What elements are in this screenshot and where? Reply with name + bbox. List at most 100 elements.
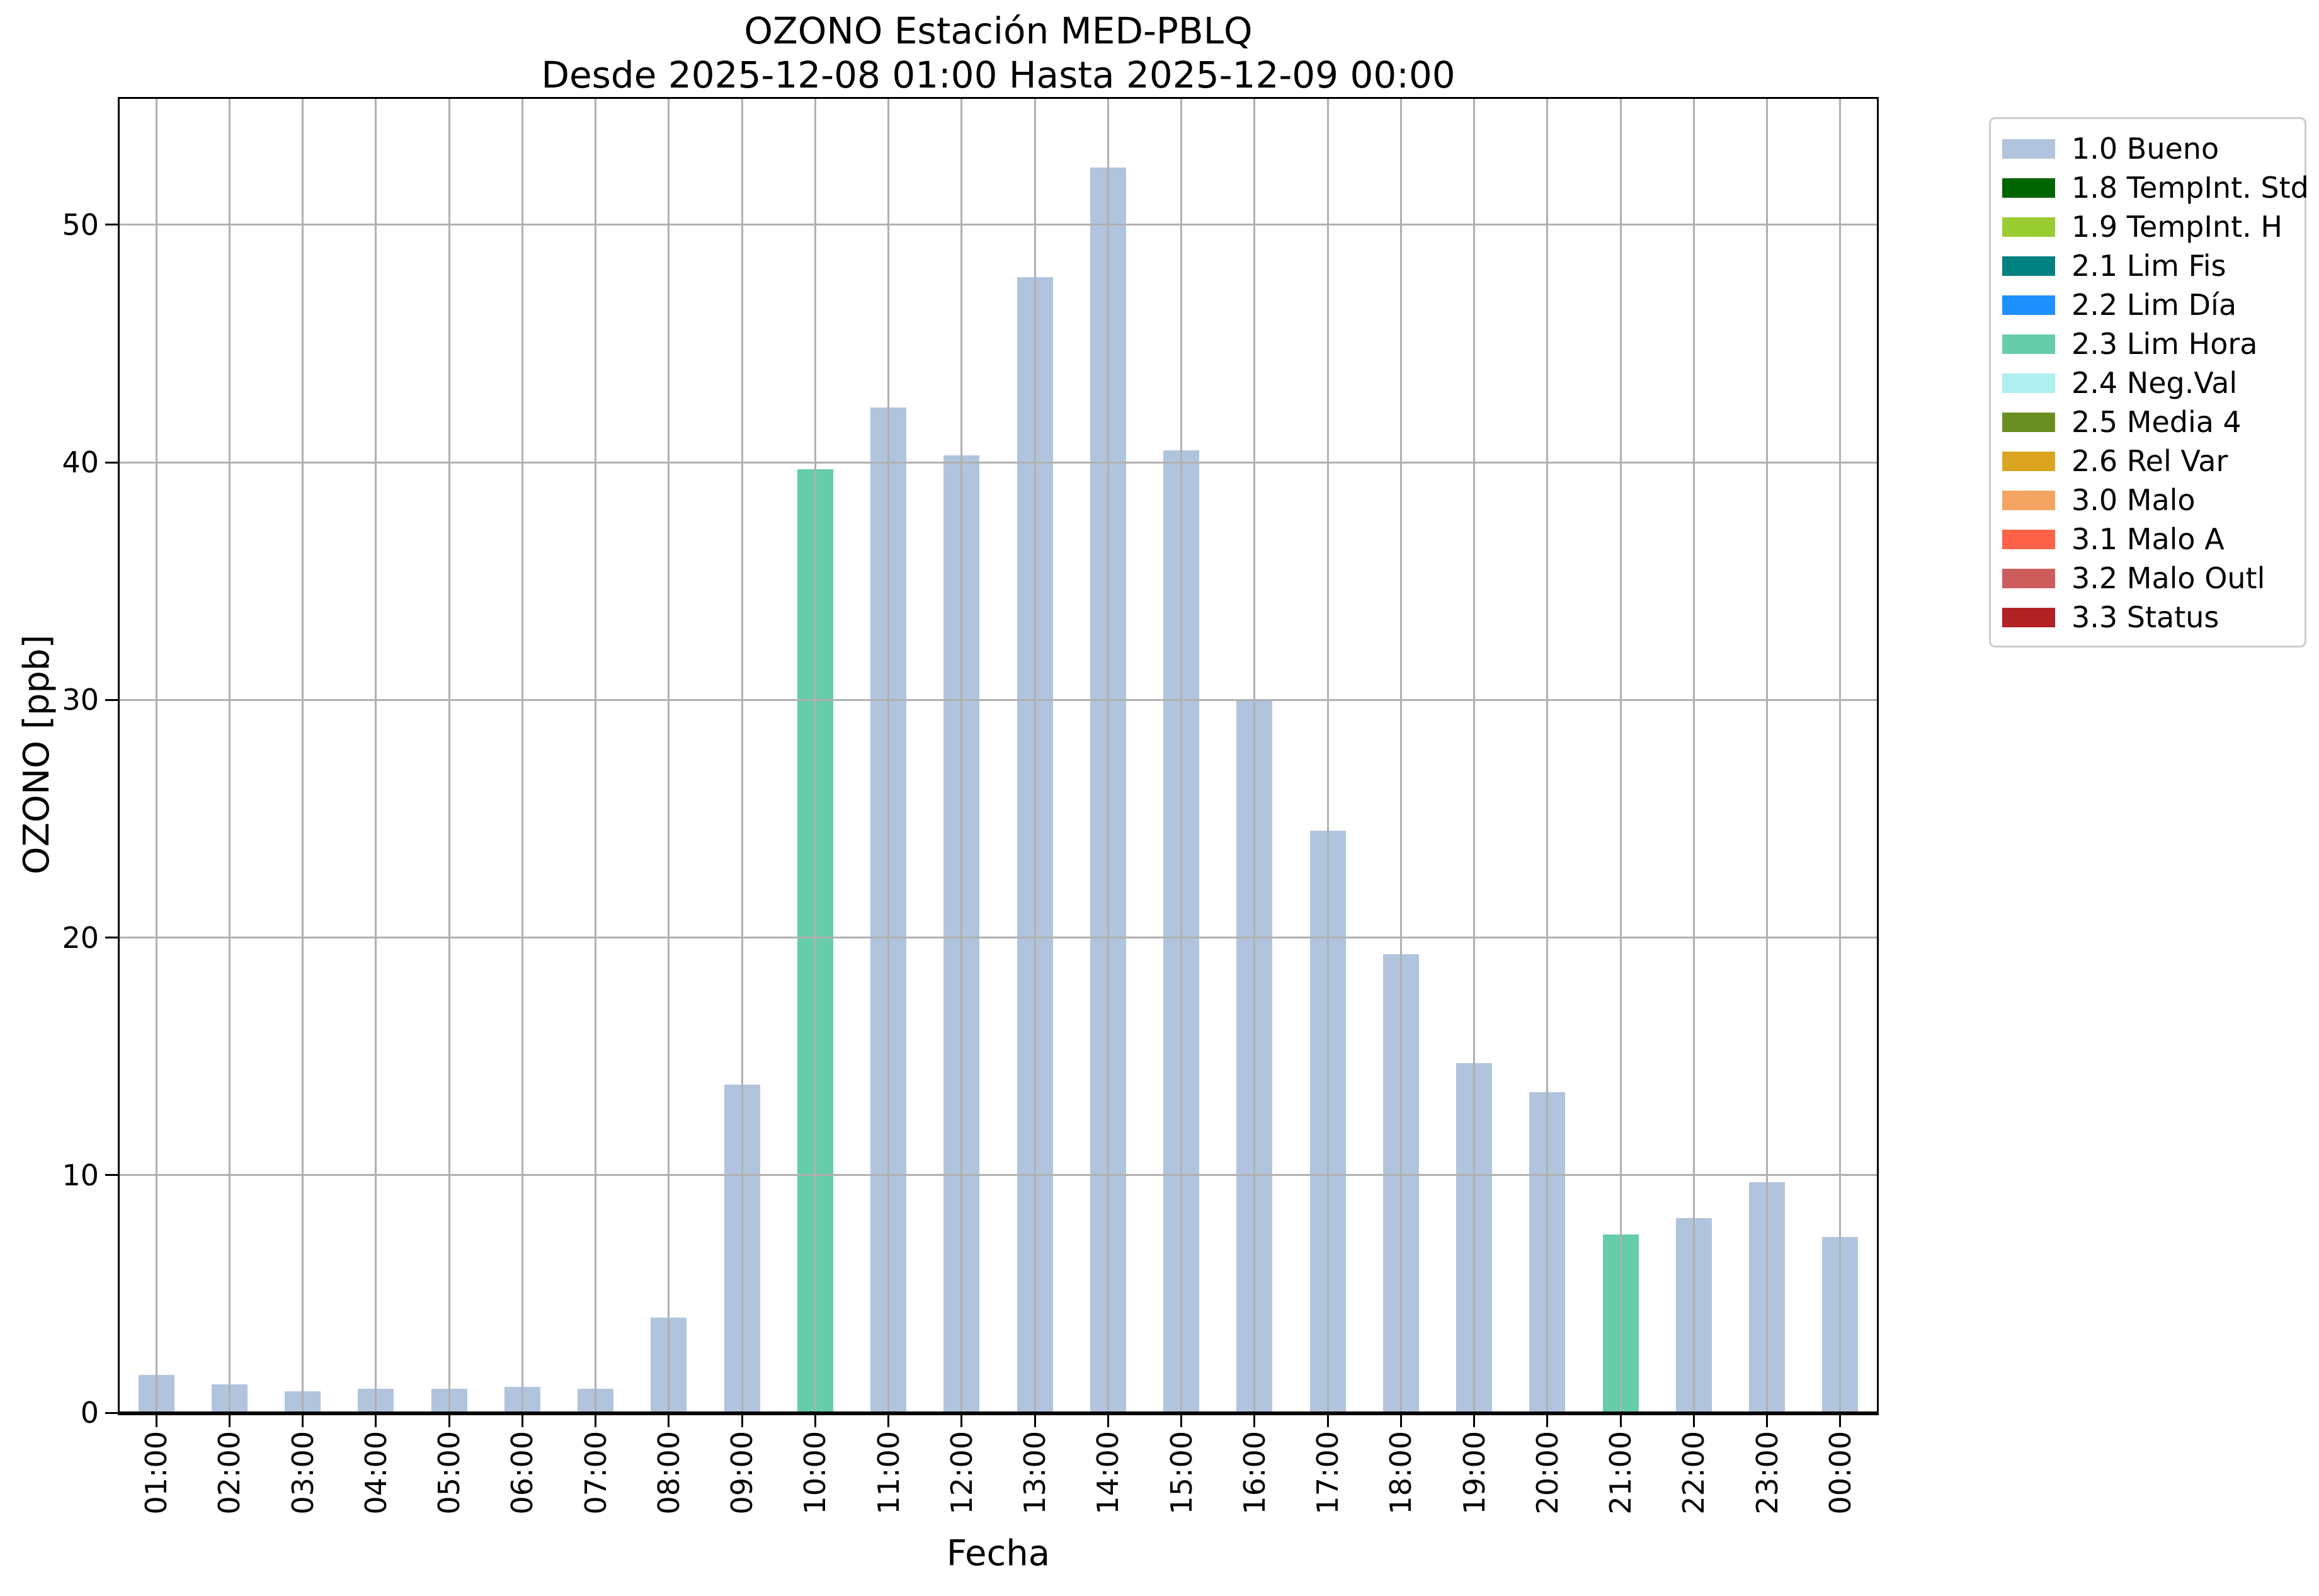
vertical-gridline xyxy=(1034,99,1036,1413)
vertical-gridline xyxy=(741,99,743,1413)
x-tick-label: 00:00 xyxy=(1823,1431,1857,1517)
x-tick-label: 20:00 xyxy=(1530,1431,1564,1517)
vertical-gridline xyxy=(1473,99,1476,1413)
legend-label: 3.0 Malo xyxy=(2071,483,2196,517)
x-tick-label-text: 12:00 xyxy=(944,1431,979,1515)
vertical-gridline xyxy=(1107,99,1109,1413)
legend-item: 1.8 TempInt. Std xyxy=(2002,168,2309,207)
x-tick-label: 06:00 xyxy=(505,1431,539,1517)
horizontal-gridline xyxy=(120,937,1877,939)
x-tick-label-text: 06:00 xyxy=(505,1431,540,1515)
legend-swatch xyxy=(2002,295,2055,315)
x-tick-mark xyxy=(1473,1415,1476,1427)
x-tick-label: 08:00 xyxy=(652,1431,686,1517)
legend-label: 2.6 Rel Var xyxy=(2071,444,2228,478)
x-tick-mark xyxy=(595,1415,597,1427)
x-tick-label: 23:00 xyxy=(1750,1431,1784,1517)
y-tick-mark xyxy=(105,937,118,939)
legend-item: 3.2 Malo Outl xyxy=(2002,559,2298,598)
legend-item: 2.1 Lim Fis xyxy=(2002,246,2298,285)
legend-label: 3.2 Malo Outl xyxy=(2071,561,2265,595)
vertical-gridline xyxy=(228,99,231,1413)
x-tick-mark xyxy=(741,1415,743,1427)
y-tick-mark xyxy=(105,1174,118,1177)
y-tick-label: 40 xyxy=(62,445,99,480)
legend-label: 2.4 Neg.Val xyxy=(2071,366,2238,400)
x-tick-label-text: 22:00 xyxy=(1677,1431,1711,1515)
legend-swatch xyxy=(2002,412,2055,432)
x-tick-label-text: 07:00 xyxy=(578,1431,613,1515)
x-tick-label: 01:00 xyxy=(139,1431,173,1517)
x-tick-label: 22:00 xyxy=(1677,1431,1711,1517)
x-tick-mark xyxy=(1326,1415,1329,1427)
x-tick-mark xyxy=(448,1415,450,1427)
x-tick-label-text: 20:00 xyxy=(1530,1431,1564,1515)
vertical-gridline xyxy=(1546,99,1549,1413)
legend-swatch xyxy=(2002,178,2055,198)
x-tick-label: 13:00 xyxy=(1018,1431,1052,1517)
vertical-gridline xyxy=(887,99,890,1413)
x-tick-label-text: 23:00 xyxy=(1750,1431,1784,1515)
vertical-gridline xyxy=(448,99,450,1413)
x-tick-mark xyxy=(1766,1415,1769,1427)
x-tick-label-text: 02:00 xyxy=(212,1431,247,1515)
legend-swatch xyxy=(2002,373,2055,393)
x-tick-mark xyxy=(1107,1415,1109,1427)
legend-label: 3.1 Malo A xyxy=(2071,522,2225,556)
y-tick-mark xyxy=(105,1411,118,1414)
vertical-gridline xyxy=(1399,99,1402,1413)
legend-swatch xyxy=(2002,568,2055,588)
chart-title: OZONO Estación MED-PBLQ xyxy=(744,9,1253,52)
legend-label: 2.2 Lim Día xyxy=(2071,288,2237,322)
vertical-gridline xyxy=(1253,99,1256,1413)
x-tick-label: 07:00 xyxy=(579,1431,613,1517)
legend-label: 1.0 Bueno xyxy=(2071,132,2219,166)
legend-item: 3.1 Malo A xyxy=(2002,520,2298,559)
x-tick-mark xyxy=(1253,1415,1256,1427)
x-tick-label: 19:00 xyxy=(1457,1431,1491,1517)
x-tick-mark xyxy=(1619,1415,1622,1427)
vertical-gridline xyxy=(960,99,963,1413)
legend-item: 2.3 Lim Hora xyxy=(2002,324,2298,363)
x-tick-label: 21:00 xyxy=(1604,1431,1638,1517)
legend-item: 1.9 TempInt. H xyxy=(2002,207,2298,246)
x-tick-mark xyxy=(668,1415,670,1427)
plot-border xyxy=(118,97,1879,1415)
x-tick-mark xyxy=(814,1415,816,1427)
y-tick-mark xyxy=(105,698,118,701)
x-tick-mark xyxy=(302,1415,304,1427)
vertical-gridline xyxy=(814,99,816,1413)
vertical-gridline xyxy=(1326,99,1329,1413)
x-tick-mark xyxy=(1839,1415,1842,1427)
y-axis-title: OZONO [ppb] xyxy=(16,635,57,877)
legend-swatch xyxy=(2002,334,2055,354)
y-tick-label: 0 xyxy=(80,1396,99,1430)
x-tick-mark xyxy=(521,1415,523,1427)
x-tick-mark xyxy=(1180,1415,1183,1427)
horizontal-gridline xyxy=(120,698,1877,701)
x-tick-label-text: 11:00 xyxy=(871,1431,906,1515)
x-tick-label: 16:00 xyxy=(1238,1431,1272,1517)
legend: 1.0 Bueno 1.8 TempInt. Std 1.9 TempInt. H 2… xyxy=(1989,117,2309,647)
legend-label: 1.9 TempInt. H xyxy=(2071,210,2282,244)
x-axis-line xyxy=(118,1411,1879,1415)
legend-swatch xyxy=(2002,217,2055,237)
legend-item: 1.0 Bueno xyxy=(2002,129,2298,168)
vertical-gridline xyxy=(302,99,304,1413)
x-tick-label: 03:00 xyxy=(286,1431,320,1517)
x-axis-title: Fecha xyxy=(946,1533,1051,1574)
x-tick-label-text: 16:00 xyxy=(1237,1431,1272,1515)
legend-item: 2.2 Lim Día xyxy=(2002,285,2298,324)
x-tick-mark xyxy=(375,1415,377,1427)
x-tick-label: 14:00 xyxy=(1091,1431,1125,1517)
horizontal-gridline xyxy=(120,461,1877,464)
y-tick-mark xyxy=(105,461,118,464)
x-tick-label: 10:00 xyxy=(798,1431,832,1517)
legend-item: 2.5 Media 4 xyxy=(2002,402,2298,442)
x-tick-mark xyxy=(1692,1415,1695,1427)
vertical-gridline xyxy=(1180,99,1183,1413)
legend-item: 3.3 Status xyxy=(2002,598,2298,637)
vertical-gridline xyxy=(1619,99,1622,1413)
legend-label: 2.1 Lim Fis xyxy=(2071,249,2226,283)
